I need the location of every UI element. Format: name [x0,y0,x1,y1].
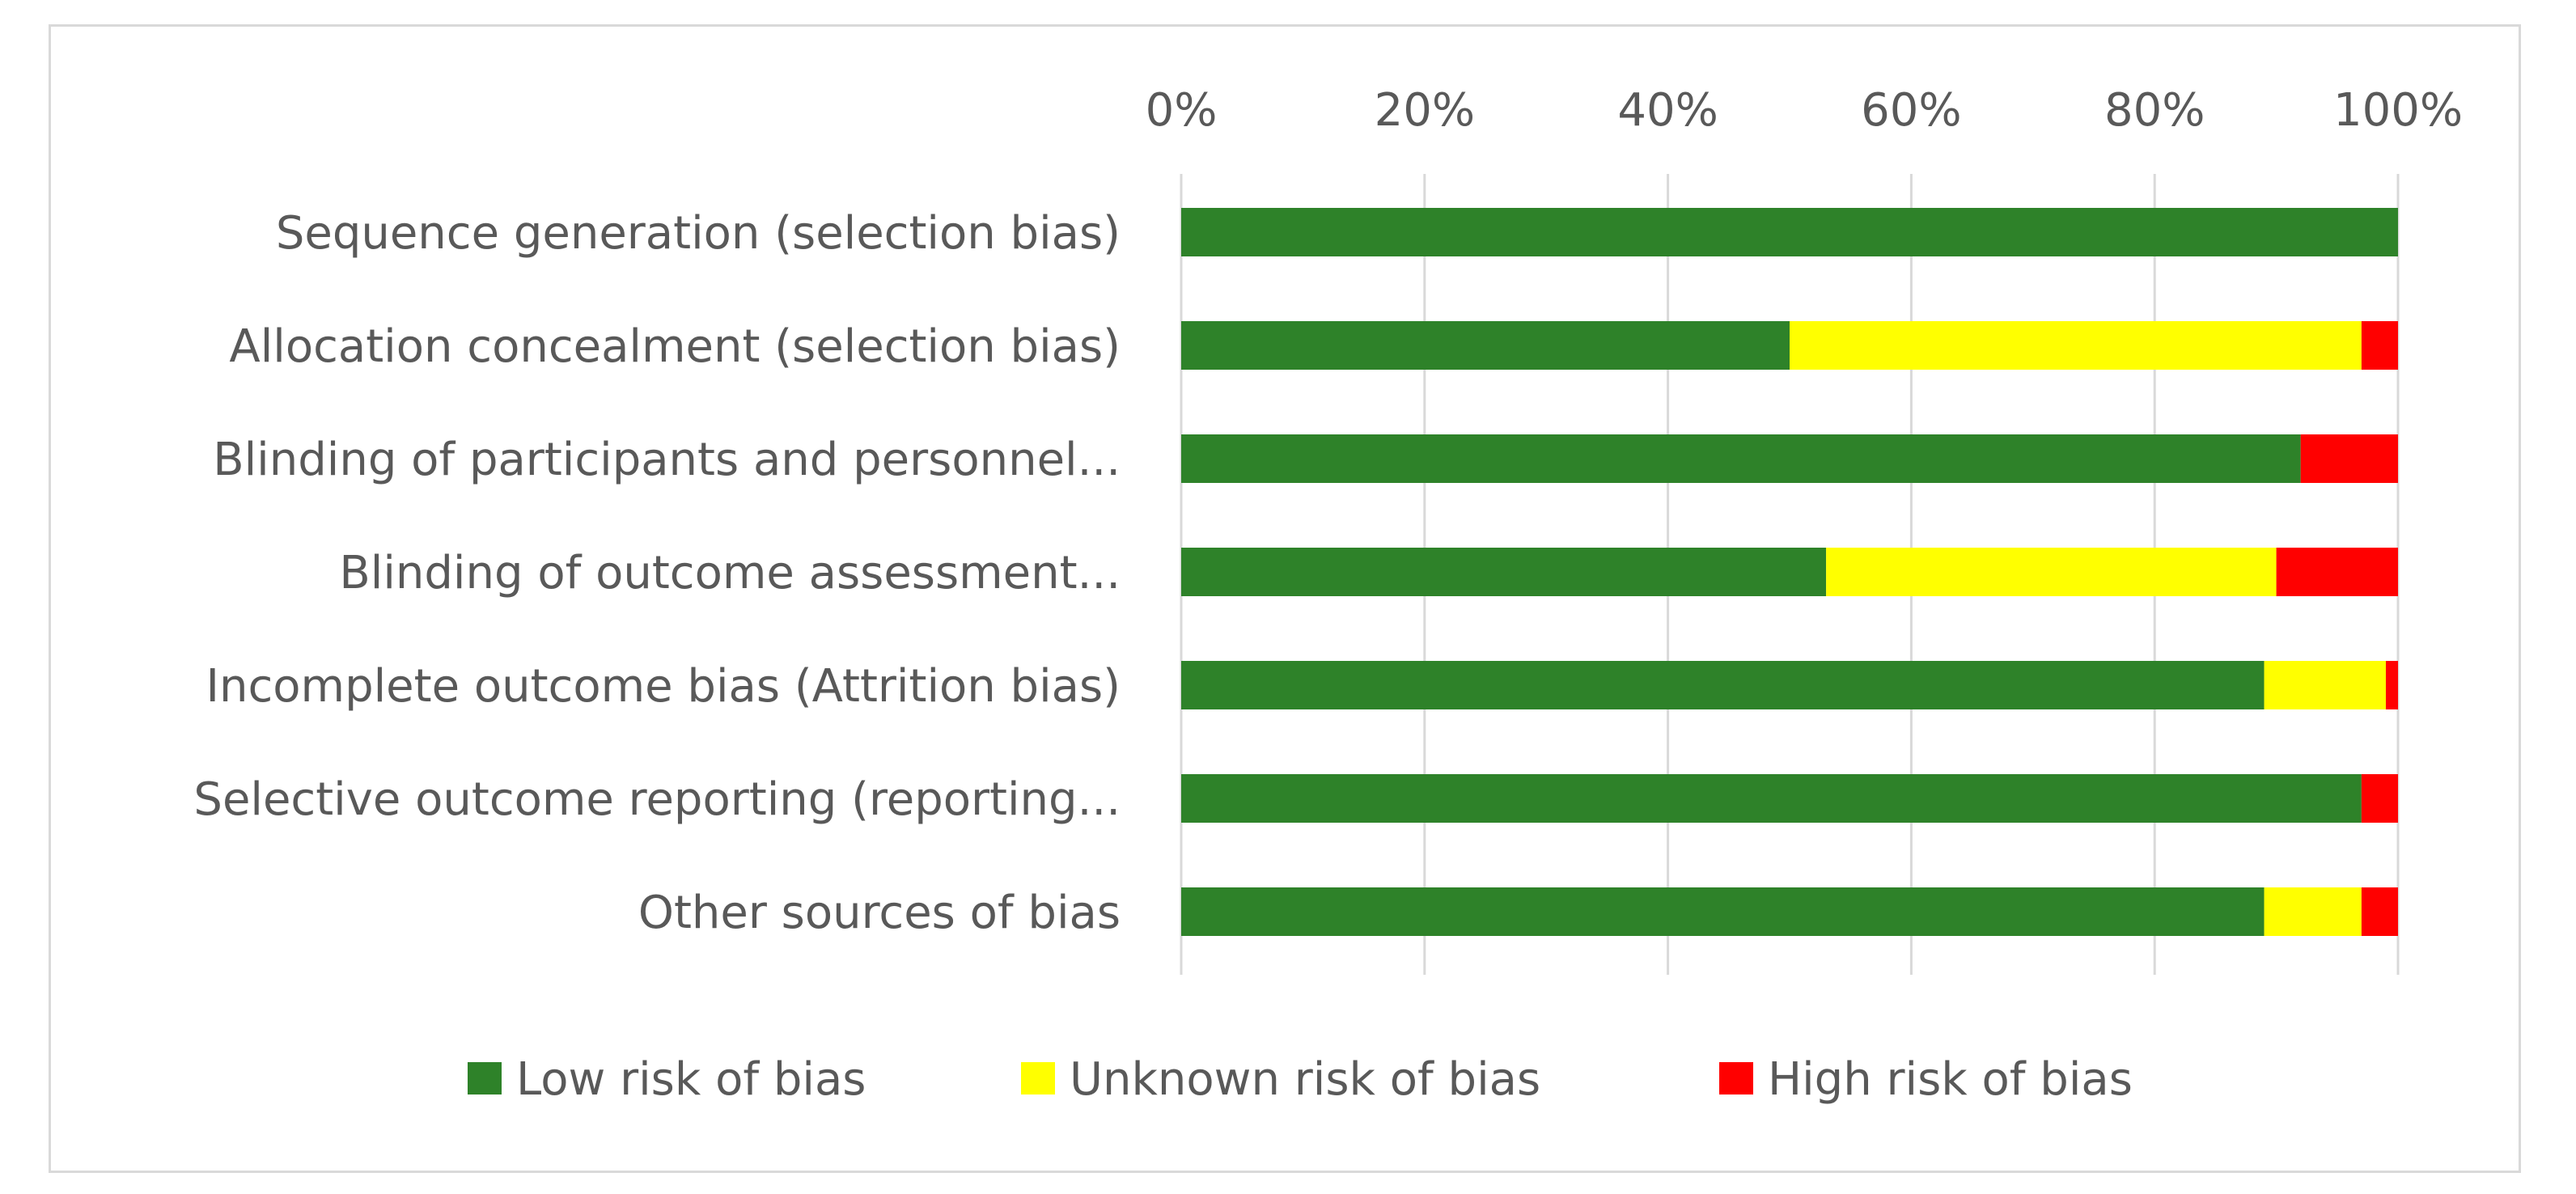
bar-segment-high-risk-of-bias [2361,774,2398,823]
category-label: Selective outcome reporting (reporting..… [193,773,1121,826]
bar-segment-low-risk-of-bias [1181,208,2398,256]
category-label: Incomplete outcome bias (Attrition bias) [205,660,1121,713]
x-tick-label: 80% [2104,84,2205,137]
legend-swatch [1021,1062,1055,1094]
bar-segment-unknown-risk-of-bias [2264,887,2362,936]
legend-label: Low risk of bias [516,1053,866,1106]
bar-segment-low-risk-of-bias [1181,434,2301,483]
bar-segment-low-risk-of-bias [1181,548,1827,596]
bar-segment-high-risk-of-bias [2385,661,2398,709]
bar-segment-high-risk-of-bias [2300,434,2398,483]
bar-segment-high-risk-of-bias [2361,321,2398,370]
legend-label: High risk of bias [1768,1053,2133,1106]
x-tick-label: 0% [1146,84,1218,137]
bar-segment-low-risk-of-bias [1181,774,2362,823]
legend-label: Unknown risk of bias [1070,1053,1540,1106]
bar-segment-high-risk-of-bias [2361,887,2398,936]
category-labels: Sequence generation (selection bias) Allo… [193,207,1121,939]
bar-segment-low-risk-of-bias [1181,887,2265,936]
x-tick-label: 60% [1861,84,1961,137]
bar-segment-low-risk-of-bias [1181,321,1790,370]
category-label: Blinding of participants and personnel..… [213,434,1121,486]
bars [1181,208,2398,936]
x-tick-label: 40% [1617,84,1718,137]
bar-segment-high-risk-of-bias [2276,548,2398,596]
legend-swatch [1719,1062,1753,1094]
x-axis-tick-labels: 0% 20% 40% 60% 80% 100% [1146,84,2463,137]
category-label: Sequence generation (selection bias) [276,207,1121,260]
x-tick-label: 100% [2333,84,2463,137]
category-label: Allocation concealment (selection bias) [229,320,1121,373]
legend: Low risk of bias Unknown risk of bias High… [468,1053,2133,1106]
legend-swatch [468,1062,502,1094]
bar-segment-unknown-risk-of-bias [1826,548,2277,596]
bar-segment-unknown-risk-of-bias [2264,661,2386,709]
category-label: Other sources of bias [638,887,1121,939]
bar-segment-low-risk-of-bias [1181,661,2265,709]
x-tick-label: 20% [1375,84,1475,137]
category-label: Blinding of outcome assessment... [339,547,1121,599]
bar-segment-unknown-risk-of-bias [1790,321,2362,370]
